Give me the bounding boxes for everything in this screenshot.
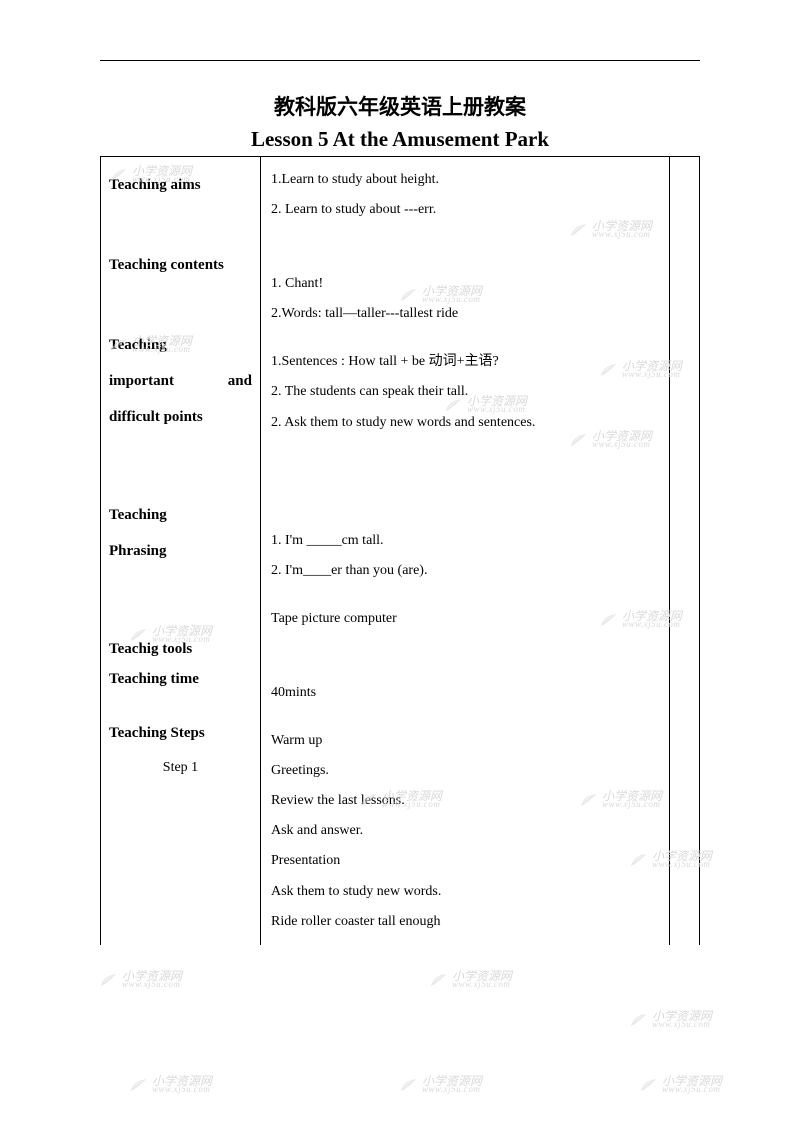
page-container: 教科版六年级英语上册教案 Lesson 5 At the Amusement P… <box>100 60 700 945</box>
title-chinese: 教科版六年级英语上册教案 <box>100 91 700 121</box>
right-column <box>670 157 700 945</box>
points-label-2: important and <box>109 363 252 399</box>
watermark: 小学资源网www.xj5u.com <box>400 1075 482 1094</box>
watermark: 小学资源网www.xj5u.com <box>430 970 512 989</box>
top-rule <box>100 60 700 61</box>
left-column: Teaching aims Teaching contents Teaching… <box>101 157 260 795</box>
steps-line: Warm up <box>271 726 661 756</box>
steps-sub: Step 1 <box>109 751 252 785</box>
steps-line: Ask them to study new words. <box>271 877 661 907</box>
title-english: Lesson 5 At the Amusement Park <box>100 127 700 152</box>
steps-label: Teaching Steps <box>109 715 252 751</box>
points-label-3: difficult points <box>109 399 252 435</box>
lesson-plan-table: Teaching aims Teaching contents Teaching… <box>100 156 700 945</box>
watermark: 小学资源网www.xj5u.com <box>640 1075 722 1094</box>
time-line: 40mints <box>271 678 661 708</box>
watermark: 小学资源网www.xj5u.com <box>130 1075 212 1094</box>
aims-line: 1.Learn to study about height. <box>271 165 661 195</box>
contents-label: Teaching contents <box>109 247 252 283</box>
steps-line: Presentation <box>271 846 661 876</box>
watermark: 小学资源网www.xj5u.com <box>100 970 182 989</box>
phrasing-label-1: Teaching <box>109 497 252 533</box>
points-line: 2. Ask them to study new words and sente… <box>271 408 661 438</box>
phrasing-label-2: Phrasing <box>109 533 252 569</box>
steps-line: Ask and answer. <box>271 816 661 846</box>
contents-line: 1. Chant! <box>271 269 661 299</box>
middle-column: 1.Learn to study about height. 2. Learn … <box>261 157 669 945</box>
aims-line: 2. Learn to study about ---err. <box>271 195 661 225</box>
steps-line: Greetings. <box>271 756 661 786</box>
points-label-1: Teaching <box>109 327 252 363</box>
points-line: 2. The students can speak their tall. <box>271 377 661 407</box>
steps-line: Review the last lessons. <box>271 786 661 816</box>
time-label: Teaching time <box>109 661 252 697</box>
steps-line: Ride roller coaster tall enough <box>271 907 661 937</box>
phrasing-line: 1. I'm _____cm tall. <box>271 526 661 556</box>
tools-line: Tape picture computer <box>271 604 661 634</box>
phrasing-line: 2. I'm____er than you (are). <box>271 556 661 586</box>
table-row: Teaching aims Teaching contents Teaching… <box>101 157 700 945</box>
aims-label: Teaching aims <box>109 167 252 203</box>
points-line: 1.Sentences : How tall + be 动词+主语? <box>271 347 661 377</box>
watermark: 小学资源网www.xj5u.com <box>630 1010 712 1029</box>
contents-line: 2.Words: tall—taller---tallest ride <box>271 299 661 329</box>
